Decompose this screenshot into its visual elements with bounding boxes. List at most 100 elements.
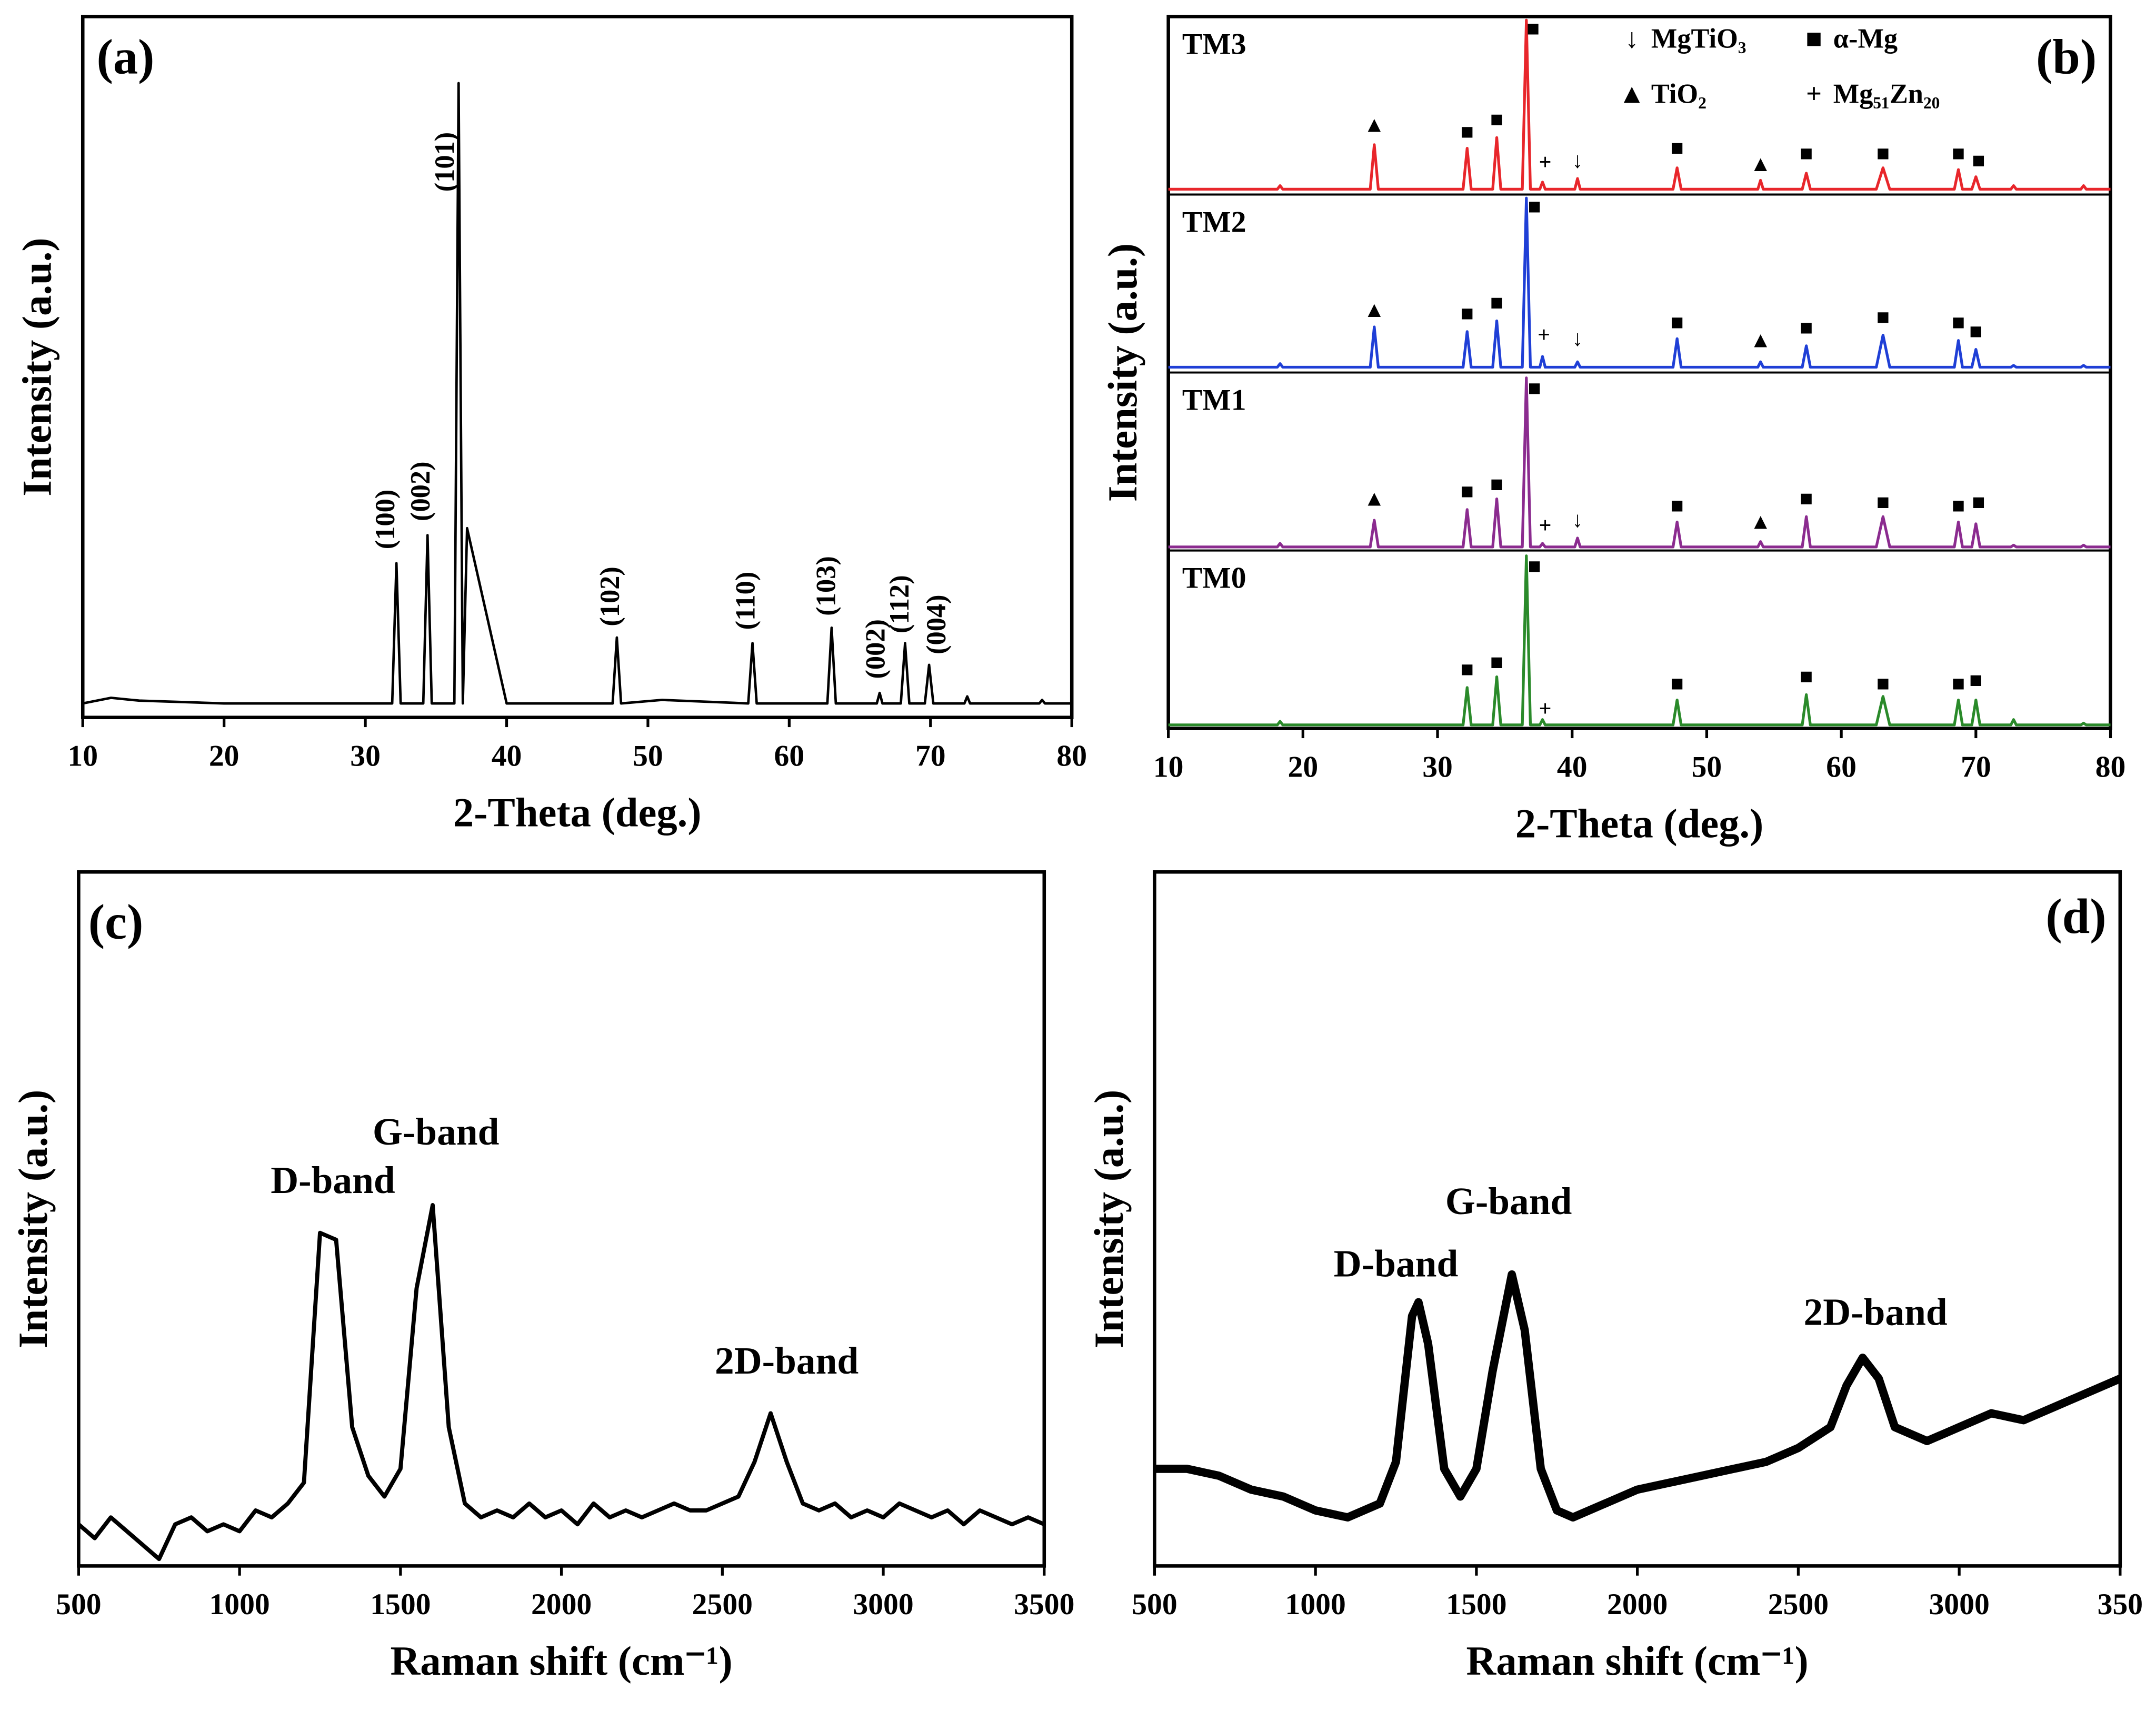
plot-frame xyxy=(1153,870,2122,1568)
panel-label: (c) xyxy=(88,895,144,950)
panel-label: (a) xyxy=(96,30,154,85)
phase-marker: ■ xyxy=(1876,672,1890,696)
x-tick-label: 20 xyxy=(209,740,239,773)
phase-marker: ↓ xyxy=(1572,508,1583,532)
phase-marker: ■ xyxy=(1800,665,1813,689)
phase-marker: ■ xyxy=(1490,291,1503,315)
series-label: TM1 xyxy=(1182,383,1246,416)
x-tick-label: 80 xyxy=(2095,751,2126,784)
x-axis-label: 2-Theta (deg.) xyxy=(453,790,702,836)
peak-annotation: (110) xyxy=(731,572,761,630)
phase-marker: ■ xyxy=(1671,136,1684,161)
phase-marker: ■ xyxy=(1969,668,1982,692)
series-label: TM3 xyxy=(1182,27,1246,61)
panel-label: (b) xyxy=(2036,30,2097,85)
phase-marker: ■ xyxy=(1461,480,1474,504)
phase-marker: ■ xyxy=(1952,672,1965,696)
phase-marker: ■ xyxy=(1490,108,1503,132)
spectrum-line xyxy=(1168,196,2111,369)
x-tick-label: 2500 xyxy=(692,1588,753,1621)
phase-marker: ■ xyxy=(1876,305,1890,330)
peak-annotation: (004) xyxy=(921,594,952,654)
x-tick-label: 60 xyxy=(774,740,805,773)
legend-label: Mg₅₁Zn₂₀ xyxy=(1833,78,1940,109)
phase-marker: ■ xyxy=(1528,376,1541,401)
peak-annotation: (100) xyxy=(370,490,401,550)
phase-marker: ▲ xyxy=(1363,298,1385,322)
peak-annotation: (101) xyxy=(430,132,460,192)
phase-marker: ■ xyxy=(1952,142,1965,166)
x-tick-label: 2000 xyxy=(1607,1588,1668,1621)
phase-marker: + xyxy=(1539,697,1552,721)
x-tick-label: 60 xyxy=(1826,751,1856,784)
legend-symbol: ▲ xyxy=(1618,78,1645,109)
peak-annotation: (103) xyxy=(811,556,842,616)
x-axis-label: Raman shift (cm⁻¹) xyxy=(1466,1638,1809,1684)
phase-marker: ■ xyxy=(1671,311,1684,335)
spectrum-line xyxy=(1168,376,2111,549)
phase-marker: ↓ xyxy=(1572,326,1583,351)
phase-marker: ■ xyxy=(1461,658,1474,682)
x-tick-label: 1500 xyxy=(1446,1588,1506,1621)
phase-marker: ▲ xyxy=(1750,510,1771,534)
phase-marker: ↓ xyxy=(1572,148,1583,173)
phase-marker: ■ xyxy=(1952,494,1965,518)
y-axis-label: Intensity (a.u.) xyxy=(1100,243,1146,502)
phase-marker: + xyxy=(1539,513,1552,538)
x-tick-label: 500 xyxy=(1132,1588,1177,1621)
x-tick-label: 2000 xyxy=(531,1588,592,1621)
phase-marker: ■ xyxy=(1800,142,1813,166)
legend-symbol: ↓ xyxy=(1625,24,1639,54)
x-tick-label: 40 xyxy=(1557,751,1588,784)
x-tick-label: 1500 xyxy=(370,1588,431,1621)
phase-marker: ▲ xyxy=(1363,487,1385,511)
y-axis-label: Intensity (a.u.) xyxy=(15,237,61,496)
x-tick-label: 500 xyxy=(56,1588,101,1621)
panel-label: (d) xyxy=(2045,889,2106,944)
plot-frame xyxy=(81,15,1074,720)
x-tick-label: 10 xyxy=(67,740,98,773)
x-tick-label: 30 xyxy=(350,740,381,773)
peak-annotation: 2D-band xyxy=(1804,1291,1948,1334)
peak-annotation: (102) xyxy=(595,566,625,627)
phase-marker: + xyxy=(1538,323,1550,347)
phase-marker: ■ xyxy=(1490,473,1503,497)
phase-marker: ▲ xyxy=(1750,152,1771,176)
plot-frame xyxy=(77,870,1046,1568)
x-tick-label: 30 xyxy=(1422,751,1453,784)
phase-marker: ▲ xyxy=(1750,329,1771,353)
phase-marker: ■ xyxy=(1528,554,1541,579)
x-tick-label: 50 xyxy=(633,740,663,773)
phase-marker: ■ xyxy=(1800,316,1813,340)
peak-annotation: D-band xyxy=(1334,1242,1458,1285)
spectrum-line xyxy=(77,1203,1045,1562)
legend-label: TiO₂ xyxy=(1651,78,1706,109)
legend-label: MgTiO₃ xyxy=(1651,24,1746,54)
phase-marker: + xyxy=(1539,151,1552,175)
phase-marker: ■ xyxy=(1671,672,1684,696)
spectrum-line xyxy=(1168,554,2111,727)
x-tick-label: 20 xyxy=(1288,751,1319,784)
phase-marker: ■ xyxy=(1952,311,1965,335)
phase-marker: ■ xyxy=(1526,17,1540,41)
x-tick-label: 1000 xyxy=(1285,1588,1346,1621)
peak-annotation: (002) xyxy=(405,461,436,521)
phase-marker: ■ xyxy=(1876,490,1890,514)
x-axis-label: 2-Theta (deg.) xyxy=(1515,801,1764,847)
x-tick-label: 3000 xyxy=(853,1588,913,1621)
peak-annotation: G-band xyxy=(1445,1180,1572,1222)
legend-symbol: ■ xyxy=(1805,24,1822,54)
x-tick-label: 70 xyxy=(1961,751,1991,784)
phase-marker: ■ xyxy=(1800,487,1813,511)
legend-label: α-Mg xyxy=(1833,24,1898,54)
spectrum-line xyxy=(1154,1270,2122,1522)
series-label: TM0 xyxy=(1182,562,1246,595)
phase-marker: ■ xyxy=(1461,120,1474,144)
x-tick-label: 350 xyxy=(2098,1588,2143,1621)
x-tick-label: 3000 xyxy=(1929,1588,1989,1621)
phase-marker: ■ xyxy=(1876,142,1890,166)
legend-symbol: + xyxy=(1806,78,1822,109)
phase-marker: ■ xyxy=(1671,494,1684,518)
x-tick-label: 80 xyxy=(1056,740,1087,773)
